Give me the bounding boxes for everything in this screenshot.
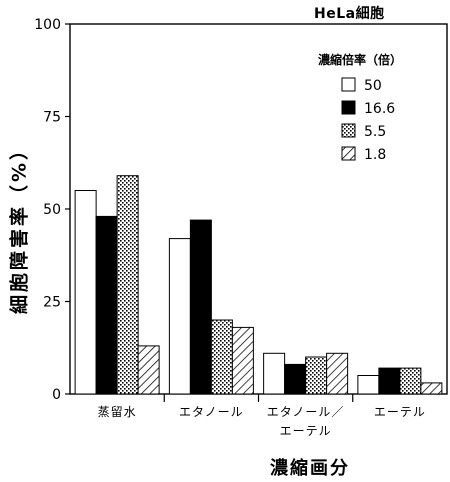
legend-label: 50 — [364, 78, 382, 94]
y-tick-label: 50 — [43, 202, 61, 218]
legend-swatch — [341, 123, 356, 138]
bar-1_8-cat3 — [420, 382, 443, 395]
bar-16_6-cat2 — [284, 363, 307, 395]
bar-16_6-cat3 — [378, 367, 401, 395]
bar-16_6-cat1 — [189, 219, 212, 395]
x-category-label: エタノール — [179, 405, 244, 419]
legend-label: 5.5 — [364, 124, 386, 140]
bar-5_5-cat1 — [210, 319, 233, 395]
legend-label: 1.8 — [364, 147, 386, 163]
y-tick-label: 100 — [34, 17, 61, 33]
bar-1_8-cat1 — [231, 326, 254, 395]
y-tick-label: 0 — [52, 387, 61, 403]
legend-swatch — [341, 146, 356, 161]
x-category-label: 蒸留水 — [98, 405, 137, 419]
chart-title: HeLa細胞 — [314, 6, 385, 22]
legend-swatch — [341, 77, 356, 92]
bar-1_8-cat0 — [137, 345, 160, 395]
x-axis-title: 濃縮画分 — [270, 458, 350, 479]
bar-50-cat1 — [168, 238, 191, 395]
bar-50-cat0 — [74, 190, 97, 395]
y-tick-label: 75 — [43, 110, 61, 126]
x-category-label: エーテル — [374, 405, 426, 419]
bar-1_8-cat2 — [326, 352, 349, 395]
x-category-label: エタノール／ — [267, 405, 345, 419]
bar-50-cat2 — [263, 352, 286, 395]
bar-5_5-cat0 — [116, 175, 139, 395]
bar-5_5-cat2 — [305, 356, 328, 395]
y-tick-label: 25 — [43, 295, 61, 311]
bar-5_5-cat3 — [399, 367, 422, 395]
legend-swatch — [341, 100, 356, 115]
y-axis-title: 細胞障害率（%） — [8, 137, 31, 315]
bar-50-cat3 — [357, 375, 380, 395]
legend-title: 濃縮倍率（倍） — [318, 53, 403, 67]
legend-label: 16.6 — [364, 101, 395, 117]
x-category-label: エーテル — [280, 424, 332, 438]
bar-16_6-cat0 — [95, 215, 118, 395]
